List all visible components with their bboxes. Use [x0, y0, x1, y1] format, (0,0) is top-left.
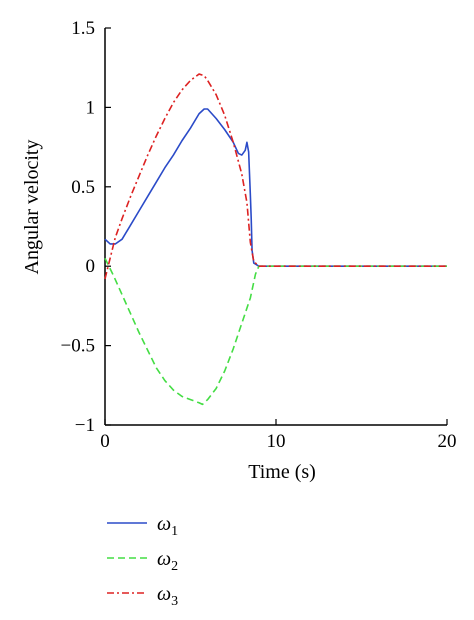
- legend-label-omega-3: ω3: [157, 583, 178, 609]
- x-axis-ticks: 0 10 20: [100, 419, 457, 452]
- x-tick-label: 20: [438, 431, 457, 452]
- legend-label-omega-1: ω1: [157, 513, 178, 539]
- axes: [104, 28, 447, 426]
- legend-label-omega-2: ω2: [157, 548, 178, 574]
- y-tick-label: −0.5: [61, 336, 95, 357]
- series-line-omega-1: [104, 108, 447, 268]
- y-tick-label: 0: [86, 256, 96, 277]
- series-line-omega-3: [104, 73, 447, 280]
- y-tick-label: 1: [86, 97, 96, 118]
- y-axis-ticks: −1 −0.5 0 0.5 1 1.5: [61, 18, 111, 436]
- y-tick-label: −1: [75, 415, 95, 436]
- series-line-omega-2: [104, 257, 447, 406]
- x-tick-label: 10: [267, 431, 286, 452]
- y-tick-label: 0.5: [71, 177, 95, 198]
- y-tick-label: 1.5: [71, 18, 95, 39]
- x-tick-label: 0: [100, 431, 110, 452]
- series-lines: [104, 73, 447, 406]
- legend: ω1 ω2 ω3: [107, 513, 178, 609]
- y-axis-title: Angular velocity: [21, 140, 43, 275]
- x-axis-title: Time (s): [248, 461, 316, 483]
